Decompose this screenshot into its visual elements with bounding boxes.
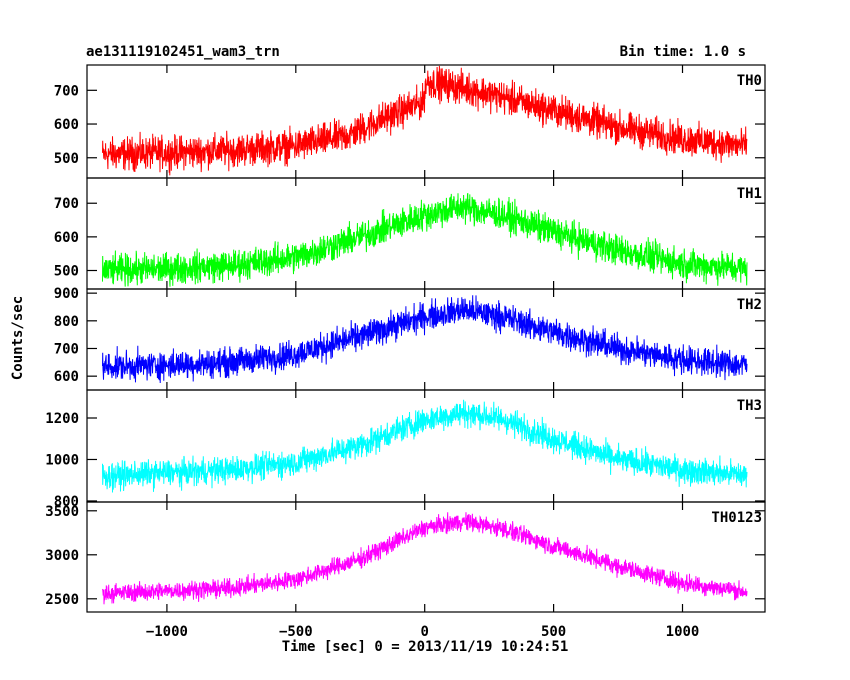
y-tick-label: 600	[54, 117, 79, 133]
y-tick-label: 700	[54, 341, 79, 357]
panel-label-th2: TH2	[737, 297, 762, 313]
panel-frame	[86, 288, 766, 391]
y-tick-label: 700	[54, 83, 79, 99]
series-line-th2	[102, 295, 748, 384]
series-line-th0123	[102, 512, 748, 605]
y-tick-label: 500	[54, 264, 79, 280]
chart-title: ae131119102451_wam3_trn	[86, 44, 280, 60]
y-tick-label: 600	[54, 230, 79, 246]
x-tick-label: −1000	[146, 624, 188, 640]
series-line-th1	[102, 193, 748, 287]
y-tick-label: 700	[54, 196, 79, 212]
x-tick-label: 1000	[666, 624, 700, 640]
y-tick-label: 800	[54, 314, 79, 330]
x-tick-label: 0	[420, 624, 428, 640]
x-tick-label: 500	[541, 624, 566, 640]
y-tick-label: 1000	[45, 452, 79, 468]
panel-frame	[86, 501, 766, 613]
panel-label-th0: TH0	[737, 73, 762, 89]
y-tick-label: 900	[54, 286, 79, 302]
series-line-th0	[102, 65, 748, 176]
x-tick-label: −500	[279, 624, 313, 640]
y-tick-label: 600	[54, 369, 79, 385]
y-tick-label: 800	[54, 494, 79, 510]
y-tick-label: 3000	[45, 548, 79, 564]
y-tick-label: 2500	[45, 592, 79, 608]
x-axis-label: Time [sec] 0 = 2013/11/19 10:24:51	[281, 639, 569, 655]
panel-label-th1: TH1	[737, 186, 762, 202]
panel-label-th3: TH3	[737, 398, 762, 414]
y-tick-label: 3500	[45, 504, 79, 520]
panel-frame	[86, 389, 766, 503]
series-line-th3	[102, 399, 748, 493]
y-tick-label: 1200	[45, 411, 79, 427]
y-tick-label: 500	[54, 151, 79, 167]
bin-time-label: Bin time: 1.0 s	[619, 44, 746, 60]
panel-label-th0123: TH0123	[711, 510, 762, 526]
